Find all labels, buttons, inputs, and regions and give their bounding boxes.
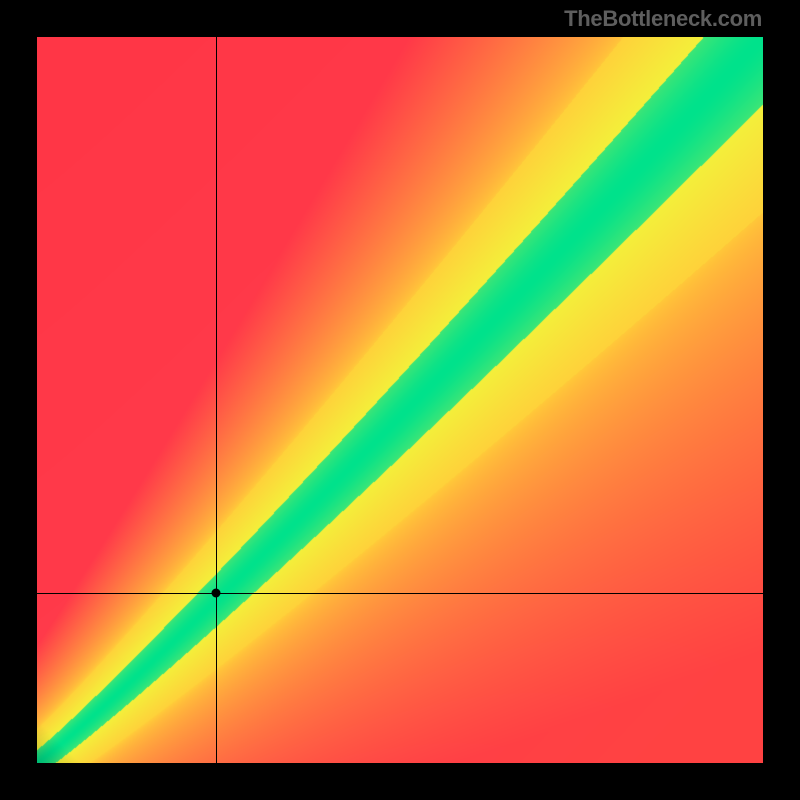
heatmap-canvas bbox=[37, 37, 763, 763]
crosshair-marker bbox=[212, 589, 221, 598]
watermark-text: TheBottleneck.com bbox=[564, 6, 762, 32]
crosshair-vertical bbox=[216, 37, 217, 763]
crosshair-horizontal bbox=[37, 593, 763, 594]
heatmap-plot bbox=[37, 37, 763, 763]
